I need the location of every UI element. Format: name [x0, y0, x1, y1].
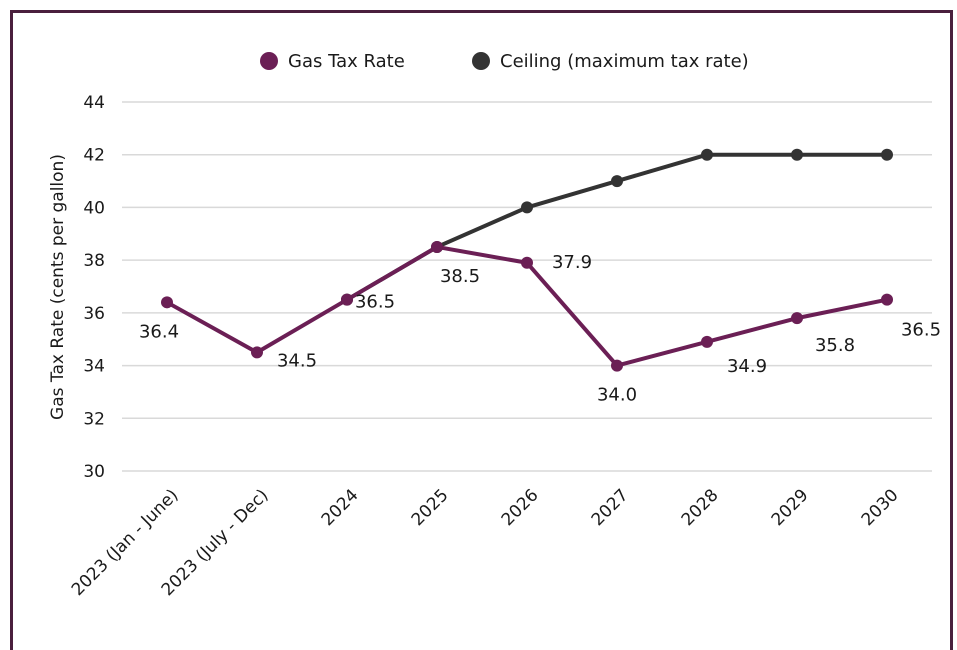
point-ceiling [881, 148, 893, 161]
data-labels: 36.4 34.5 36.5 38.5 37.9 34.0 34.9 35.8 36.5 [139, 252, 941, 406]
point-gas-tax-rate [341, 293, 353, 306]
y-axis-title: Gas Tax Rate (cents per gallon) [48, 154, 68, 420]
y-tick-label: 30 [83, 462, 105, 482]
data-label: 36.5 [355, 292, 395, 313]
x-tick-label: 2024 [318, 485, 363, 530]
x-tick-label: 2026 [498, 485, 543, 530]
legend-marker-ceiling [472, 52, 490, 70]
gridlines [122, 101, 932, 472]
x-tick-label: 2027 [588, 485, 633, 530]
point-gas-tax-rate [161, 296, 173, 309]
y-axis-ticks: 30 32 34 36 38 40 42 44 [83, 93, 105, 482]
x-tick-label: 2025 [408, 485, 453, 530]
point-gas-tax-rate [881, 293, 893, 306]
legend: Gas Tax Rate Ceiling (maximum tax rate) [260, 51, 749, 72]
point-gas-tax-rate [611, 359, 623, 372]
y-tick-label: 44 [83, 93, 105, 113]
data-label: 37.9 [552, 252, 592, 273]
point-gas-tax-rate [521, 256, 533, 269]
y-tick-label: 32 [83, 409, 105, 429]
y-tick-label: 34 [83, 357, 105, 377]
point-ceiling [611, 175, 623, 188]
legend-label-gas-tax-rate: Gas Tax Rate [288, 51, 405, 72]
x-tick-label: 2029 [768, 485, 813, 530]
line-chart: Gas Tax Rate Ceiling (maximum tax rate) … [48, 51, 941, 600]
data-label: 38.5 [440, 266, 480, 287]
legend-label-ceiling: Ceiling (maximum tax rate) [500, 51, 749, 72]
point-gas-tax-rate [251, 346, 263, 359]
data-label: 34.0 [597, 385, 637, 406]
legend-marker-gas-tax-rate [260, 52, 278, 70]
data-label: 36.4 [139, 321, 179, 342]
data-label: 34.5 [277, 350, 317, 371]
point-gas-tax-rate [431, 240, 443, 253]
data-label: 35.8 [815, 335, 855, 356]
x-axis-ticks: 2023 (Jan - June)2023 (July - Dec) 2024 20… [68, 485, 903, 600]
series-points [161, 148, 893, 372]
point-ceiling [701, 148, 713, 161]
y-tick-label: 38 [83, 251, 105, 271]
point-ceiling [791, 148, 803, 161]
chart-frame [10, 10, 953, 650]
point-ceiling [521, 201, 533, 214]
data-label: 36.5 [901, 320, 941, 341]
x-tick-label: 2028 [678, 485, 723, 530]
y-tick-label: 42 [83, 146, 105, 166]
point-gas-tax-rate [791, 312, 803, 325]
point-gas-tax-rate [701, 335, 713, 348]
data-label: 34.9 [727, 356, 767, 377]
x-tick-label: 2030 [858, 485, 903, 530]
y-tick-label: 40 [83, 198, 105, 218]
y-tick-label: 36 [83, 304, 105, 324]
